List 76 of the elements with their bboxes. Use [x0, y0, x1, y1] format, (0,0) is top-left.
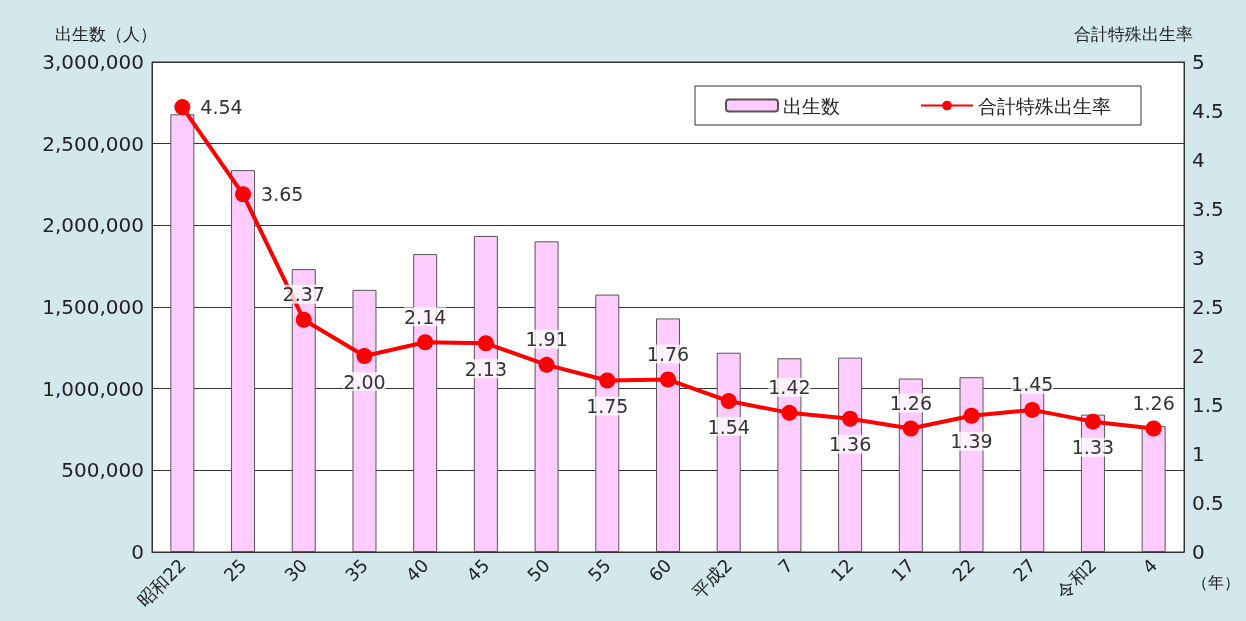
x-tick-label: 50 [522, 554, 555, 586]
point [477, 335, 494, 352]
point [1084, 413, 1101, 430]
x-tick-label: 27 [1008, 554, 1040, 586]
data-label: 4.54 [200, 96, 243, 119]
data-label: 2.00 [343, 370, 386, 393]
y2-tick-label: 5 [1192, 50, 1205, 74]
x-tick-label: 25 [219, 554, 251, 586]
point [417, 334, 434, 351]
point [235, 186, 252, 203]
point [963, 407, 980, 424]
y2-tick-label: 2.5 [1192, 295, 1224, 319]
y2-tick-label: 4.5 [1192, 99, 1224, 123]
point [842, 410, 859, 427]
data-label: 2.13 [464, 357, 508, 380]
data-label: 1.26 [1132, 392, 1175, 415]
x-tick-label: 令和2 [1051, 554, 1101, 603]
point [538, 356, 555, 373]
point [720, 393, 737, 410]
x-tick-label: 4 [1138, 554, 1162, 578]
y-tick-label: 3,000,000 [42, 50, 144, 74]
data-label: 1.75 [586, 395, 629, 417]
x-tick-label: 30 [280, 554, 312, 586]
point [781, 404, 798, 421]
bar [170, 114, 195, 552]
y-tick-label: 0 [131, 540, 144, 564]
point [356, 348, 373, 364]
y-tick-label: 1,500,000 [42, 295, 144, 319]
legend-label: 合計特殊出生率 [978, 94, 1111, 117]
data-label: 1.33 [1071, 436, 1115, 459]
data-label: 1.42 [768, 376, 811, 399]
x-tick-label: 45 [462, 554, 494, 586]
y2-tick-label: 4 [1192, 148, 1205, 172]
legend-label: 出生数 [783, 94, 840, 117]
y2-tick-label: 1.5 [1192, 393, 1224, 417]
data-label: 3.65 [261, 183, 304, 206]
x-tick-label: 12 [826, 554, 858, 586]
y-tick-label: 2,000,000 [42, 213, 144, 238]
data-label: 1.91 [525, 328, 568, 351]
y-tick-label: 2,500,000 [42, 131, 144, 156]
data-label: 1.26 [889, 392, 932, 415]
point [174, 99, 191, 116]
x-tick-label: 40 [401, 554, 433, 586]
bar [231, 170, 256, 552]
x-tick-label: 60 [644, 554, 676, 586]
data-label: 1.54 [707, 415, 750, 438]
y2-tick-label: 2 [1192, 344, 1205, 368]
y2-axis-title: 合計特殊出生率 [1074, 23, 1193, 44]
data-label: 1.36 [828, 433, 872, 456]
point [599, 372, 616, 389]
point [295, 311, 312, 328]
y2-tick-label: 1 [1192, 442, 1205, 466]
data-label: 1.45 [1011, 373, 1054, 396]
y-tick-label: 500,000 [61, 458, 144, 483]
data-label: 1.76 [646, 343, 690, 366]
point [1145, 420, 1162, 437]
x-tick-label: 35 [340, 554, 372, 586]
data-label: 1.39 [950, 430, 993, 453]
y2-tick-label: 3.5 [1192, 197, 1224, 221]
point [660, 371, 676, 388]
data-label: 2.14 [404, 305, 447, 328]
y2-tick-label: 0 [1192, 540, 1205, 564]
x-tick-label: 17 [887, 554, 919, 586]
point [1024, 401, 1041, 418]
y-tick-label: 1,000,000 [42, 376, 144, 401]
y2-tick-label: 0.5 [1192, 491, 1224, 515]
y2-tick-label: 3 [1192, 246, 1205, 270]
bar [1141, 426, 1166, 552]
x-tick-label: 7 [773, 554, 797, 578]
data-label: 2.37 [282, 283, 325, 306]
x-tick-label: 22 [947, 554, 979, 586]
x-axis-title: （年） [1192, 572, 1240, 592]
y-axis-title: 出生数（人） [55, 23, 157, 44]
x-tick-label: 55 [583, 554, 615, 586]
point [902, 420, 919, 437]
x-tick-label: 平成2 [687, 554, 737, 603]
